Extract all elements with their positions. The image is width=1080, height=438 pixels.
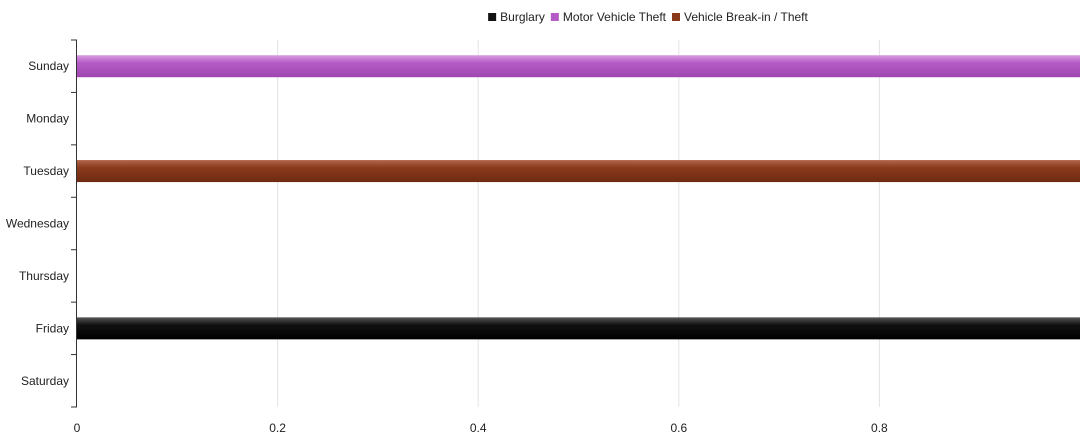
y-tick-label: Monday <box>26 112 69 126</box>
legend-swatch <box>672 13 681 21</box>
gridlines <box>277 40 880 407</box>
chart-legend: Burglary Motor Vehicle Theft Vehicle Break… <box>488 10 809 24</box>
x-tick-label: 0.6 <box>670 421 687 435</box>
legend-label: Motor Vehicle Theft <box>563 10 667 24</box>
bar-burglary <box>77 317 1080 340</box>
x-tick-label: 0.2 <box>269 421 286 435</box>
axes: 0 0.2 0.4 0.6 0.8 Sunday Monday Tuesday Wednesda… <box>6 39 888 435</box>
legend-swatch <box>488 13 497 21</box>
x-tick-label: 0.4 <box>470 421 487 435</box>
bars <box>77 55 1080 340</box>
y-tick-label: Saturday <box>21 374 69 388</box>
y-tick-label: Friday <box>36 321 69 335</box>
legend-swatch <box>550 13 559 21</box>
x-tick-label: 0.8 <box>871 421 888 435</box>
bar-motor-vehicle-theft <box>77 55 1080 78</box>
legend-label: Vehicle Break-in / Theft <box>684 10 809 24</box>
bar-vehicle-break-in-theft <box>77 160 1080 183</box>
y-tick-label: Thursday <box>19 269 69 283</box>
legend-item: Vehicle Break-in / Theft <box>672 10 809 24</box>
x-tick-label: 0 <box>74 421 81 435</box>
y-tick-label: Sunday <box>28 59 69 73</box>
y-tick-label: Tuesday <box>23 164 69 178</box>
legend-item: Motor Vehicle Theft <box>550 10 667 24</box>
legend-item: Burglary <box>488 10 545 24</box>
legend-label: Burglary <box>500 10 545 24</box>
y-tick-label: Wednesday <box>6 217 69 231</box>
